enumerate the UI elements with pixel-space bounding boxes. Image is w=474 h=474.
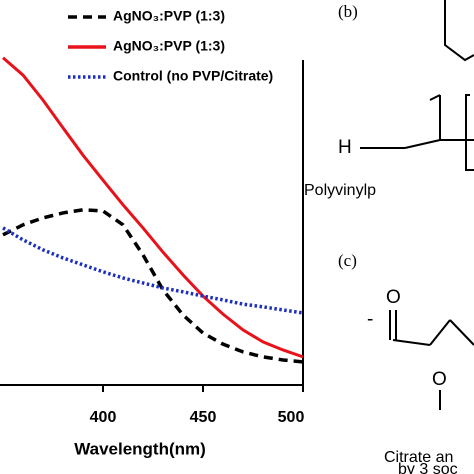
legend-label: AgNO₃:PVP (1:3) <box>113 8 225 24</box>
line-series <box>2 56 304 359</box>
pvp-structure <box>360 0 474 171</box>
citrate-structure <box>389 310 474 410</box>
panel-label: (b) <box>338 2 358 21</box>
line-series <box>2 208 304 364</box>
x-tick-label: 450 <box>190 409 217 426</box>
panel-label: (c) <box>338 251 357 270</box>
legend-label: Control (no PVP/Citrate) <box>113 68 273 84</box>
caption: Citrate an <box>384 449 453 466</box>
caption: Polyvinylp <box>304 182 376 199</box>
atom-label: O <box>386 287 401 308</box>
x-tick-label: 500 <box>278 409 305 426</box>
x-tick-label: 400 <box>90 409 117 426</box>
x-axis-label: Wavelength(nm) <box>74 439 206 458</box>
atom-label: H <box>338 137 352 158</box>
caption: by 3 soc <box>398 461 458 474</box>
atom-label: - <box>367 309 373 330</box>
atom-label: O <box>432 369 447 390</box>
line-series <box>2 226 304 315</box>
legend-label: AgNO₃:PVP (1:3) <box>113 38 225 54</box>
